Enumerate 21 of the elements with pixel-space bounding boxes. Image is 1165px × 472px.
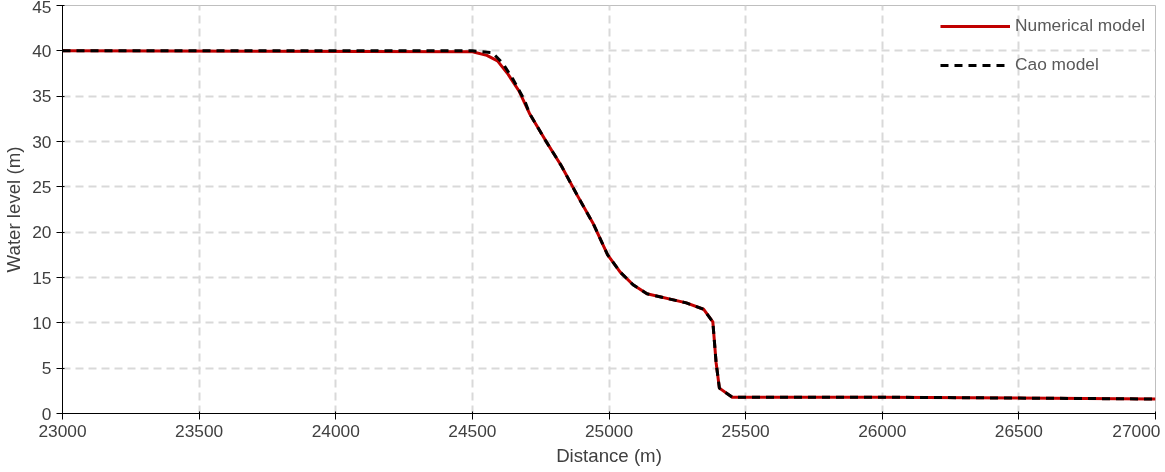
y-tick-label: 40	[32, 40, 52, 61]
y-tick-label: 15	[32, 267, 52, 288]
x-tick-label: 26500	[994, 420, 1043, 441]
x-tick-label: 23500	[175, 420, 224, 441]
y-tick-label: 20	[32, 222, 52, 243]
y-tick-label: 35	[32, 86, 52, 107]
legend-label: Cao model	[1014, 54, 1099, 75]
x-tick-label: 27000	[1112, 420, 1161, 441]
x-axis-title: Distance (m)	[556, 444, 662, 466]
x-tick-label: 24500	[448, 420, 497, 441]
x-tick-label: 24000	[311, 420, 360, 441]
y-tick-label: 30	[32, 131, 52, 152]
x-tick-label: 25500	[721, 420, 770, 441]
y-tick-label: 5	[41, 358, 52, 379]
y-axis-title: Water level (m)	[3, 146, 25, 273]
x-tick-label: 26000	[858, 420, 907, 441]
y-tick-label: 10	[32, 312, 52, 333]
y-tick-label: 45	[32, 0, 52, 17]
y-tick-label: 25	[32, 176, 52, 197]
x-tick-label: 25000	[584, 420, 634, 441]
legend-label: Numerical model	[1014, 15, 1145, 36]
